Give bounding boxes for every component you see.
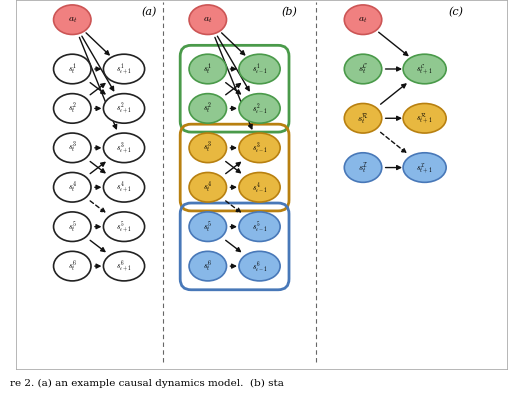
Text: $a_t$: $a_t$ <box>68 15 77 24</box>
Text: $s^3_{t-1}$: $s^3_{t-1}$ <box>252 140 267 155</box>
Ellipse shape <box>344 54 382 84</box>
Text: (a): (a) <box>141 8 157 18</box>
Text: $s^1_t$: $s^1_t$ <box>68 61 77 76</box>
Text: $s^5_t$: $s^5_t$ <box>203 220 212 234</box>
Text: $s^5_t$: $s^5_t$ <box>68 220 77 234</box>
Text: $s^1_{t+1}$: $s^1_{t+1}$ <box>116 61 132 77</box>
Text: (b): (b) <box>282 8 298 18</box>
Ellipse shape <box>103 251 145 281</box>
Ellipse shape <box>53 212 91 241</box>
Ellipse shape <box>103 94 145 123</box>
Text: $s^3_{t+1}$: $s^3_{t+1}$ <box>116 140 132 155</box>
Text: $s^6_t$: $s^6_t$ <box>68 259 77 274</box>
Ellipse shape <box>403 153 446 182</box>
Ellipse shape <box>239 251 280 281</box>
Text: $s^2_{t-1}$: $s^2_{t-1}$ <box>252 101 267 116</box>
Text: $s^6_t$: $s^6_t$ <box>203 259 212 274</box>
Text: $s^4_t$: $s^4_t$ <box>203 180 212 195</box>
Ellipse shape <box>103 54 145 84</box>
Ellipse shape <box>239 173 280 202</box>
Ellipse shape <box>53 251 91 281</box>
Ellipse shape <box>53 5 91 34</box>
Ellipse shape <box>53 173 91 202</box>
Ellipse shape <box>189 54 226 84</box>
Text: $s^2_{t+1}$: $s^2_{t+1}$ <box>116 101 132 116</box>
Text: (c): (c) <box>448 8 463 18</box>
Ellipse shape <box>103 133 145 163</box>
Text: $s^4_{t+1}$: $s^4_{t+1}$ <box>116 179 132 195</box>
Text: $s^6_{t-1}$: $s^6_{t-1}$ <box>252 259 267 273</box>
Text: $s^1_t$: $s^1_t$ <box>203 61 212 76</box>
Ellipse shape <box>103 173 145 202</box>
Text: $s^5_{t-1}$: $s^5_{t-1}$ <box>252 220 267 234</box>
Text: $s^4_t$: $s^4_t$ <box>68 180 77 195</box>
Ellipse shape <box>189 212 226 241</box>
Text: $s^2_t$: $s^2_t$ <box>68 101 77 116</box>
Text: $s^\mathcal{C}_{t+1}$: $s^\mathcal{C}_{t+1}$ <box>417 62 433 76</box>
Text: $a_t$: $a_t$ <box>203 15 213 24</box>
Text: $s^1_{t-1}$: $s^1_{t-1}$ <box>252 61 267 76</box>
Ellipse shape <box>189 133 226 163</box>
Text: re 2. (a) an example causal dynamics model.  (b) sta: re 2. (a) an example causal dynamics mod… <box>10 379 285 388</box>
Ellipse shape <box>403 103 446 133</box>
Ellipse shape <box>189 251 226 281</box>
Ellipse shape <box>344 153 382 182</box>
Ellipse shape <box>53 94 91 123</box>
Ellipse shape <box>344 103 382 133</box>
Text: $s^\mathcal{I}_t$: $s^\mathcal{I}_t$ <box>357 160 368 175</box>
Text: $s^\mathcal{R}_t$: $s^\mathcal{R}_t$ <box>357 111 369 126</box>
Ellipse shape <box>239 94 280 123</box>
Ellipse shape <box>189 94 226 123</box>
Ellipse shape <box>53 133 91 163</box>
Ellipse shape <box>239 212 280 241</box>
Text: $s^\mathcal{I}_{t+1}$: $s^\mathcal{I}_{t+1}$ <box>417 160 433 175</box>
Text: $s^5_{t+1}$: $s^5_{t+1}$ <box>116 219 132 234</box>
Ellipse shape <box>344 5 382 34</box>
Text: $s^\mathcal{C}_t$: $s^\mathcal{C}_t$ <box>358 62 368 76</box>
Ellipse shape <box>239 133 280 163</box>
Ellipse shape <box>103 212 145 241</box>
Text: $s^6_{t+1}$: $s^6_{t+1}$ <box>116 258 132 274</box>
Text: $a_t$: $a_t$ <box>358 15 368 24</box>
Ellipse shape <box>53 54 91 84</box>
Text: $s^3_t$: $s^3_t$ <box>203 140 212 155</box>
Text: $s^3_t$: $s^3_t$ <box>68 140 77 155</box>
Ellipse shape <box>239 54 280 84</box>
Ellipse shape <box>403 54 446 84</box>
Text: $s^4_{t-1}$: $s^4_{t-1}$ <box>252 180 267 195</box>
Ellipse shape <box>189 5 226 34</box>
Text: $s^\mathcal{R}_{t+1}$: $s^\mathcal{R}_{t+1}$ <box>417 111 433 125</box>
Ellipse shape <box>189 173 226 202</box>
Text: $s^2_t$: $s^2_t$ <box>203 101 212 116</box>
